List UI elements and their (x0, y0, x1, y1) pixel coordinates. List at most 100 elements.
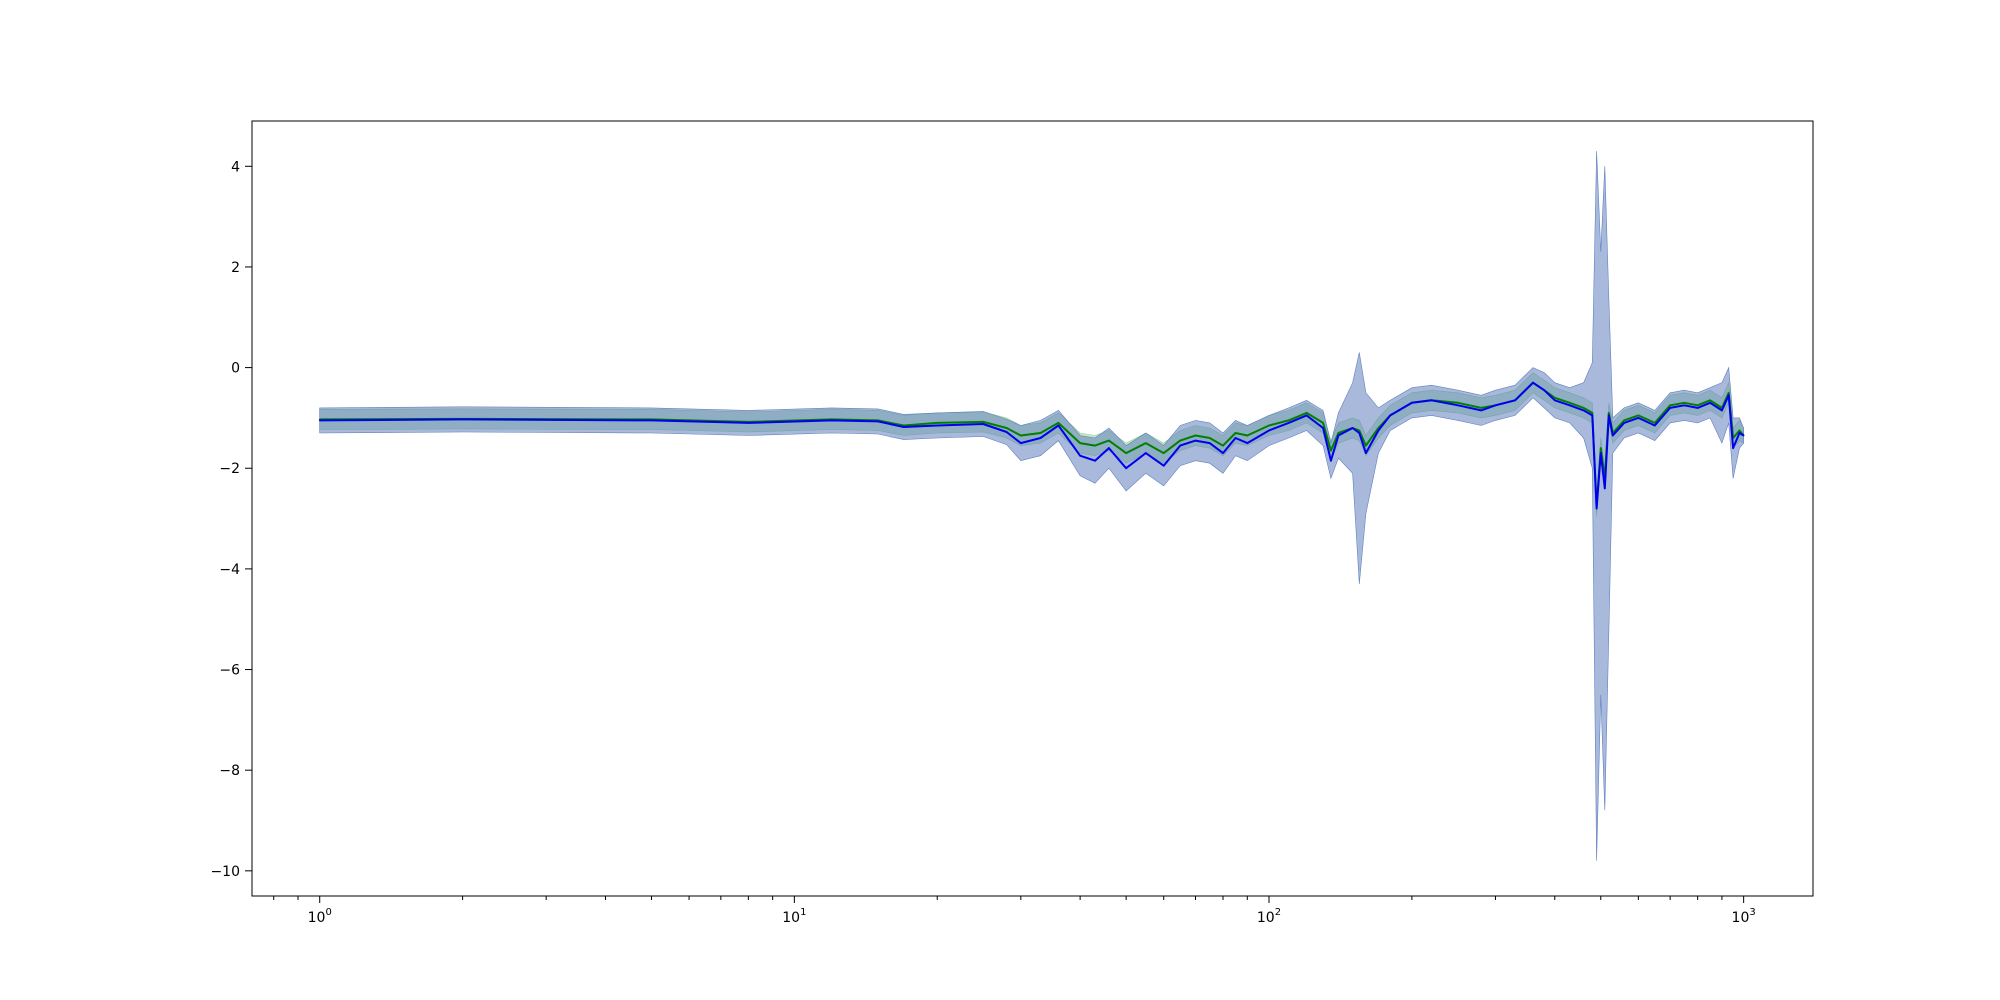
series-1-point (1208, 442, 1211, 444)
series-1-point (936, 424, 938, 427)
y-axis: 4 2 0 −2 −4 −6 −8 −10 (210, 159, 252, 880)
y-tick-label: 4 (231, 159, 240, 175)
series-0-point (1094, 444, 1096, 447)
series-1-point (1079, 454, 1081, 457)
series-1-point (1709, 402, 1711, 404)
series-0-point (1057, 422, 1060, 424)
series-0-point (1020, 434, 1022, 437)
series-0-point (1005, 427, 1008, 429)
series-0-point (1696, 404, 1699, 407)
series-1-point (1005, 431, 1008, 433)
series-0-point (1222, 444, 1224, 447)
series-1-point (1532, 381, 1534, 384)
series-0-point (1623, 419, 1625, 422)
series-1-point (1246, 442, 1249, 444)
series-0-point (1162, 452, 1165, 454)
series-1-point (1094, 459, 1096, 462)
series-lines (318, 381, 1745, 510)
series-1-point (1057, 424, 1060, 427)
series-0-point (1608, 412, 1610, 414)
y-tick-label: −6 (219, 663, 240, 679)
series-0-point (1108, 439, 1110, 442)
series-0-point (1669, 404, 1671, 407)
series-0-point (1365, 444, 1367, 447)
y-tick-label: −4 (219, 562, 240, 578)
series-0-point (1457, 402, 1459, 404)
series-1-point (1612, 434, 1614, 437)
series-1-point (902, 426, 905, 428)
series-1-point (1377, 429, 1380, 432)
series-0-point (1337, 432, 1340, 434)
y-tick-label: 2 (231, 260, 240, 276)
x-tick-label: 102 (1257, 907, 1281, 926)
series-0-point (1358, 429, 1361, 432)
series-1-point (1608, 414, 1610, 417)
series-1-point (1179, 444, 1181, 447)
series-1-point (461, 418, 464, 421)
series-1-point (1480, 409, 1482, 412)
series-0-point (1600, 447, 1602, 449)
series-0-point (1738, 429, 1741, 432)
series-0-point (1305, 412, 1308, 414)
series-1-point (1554, 399, 1556, 402)
series-1-point (1322, 427, 1324, 429)
series-1-point (1337, 434, 1340, 437)
confidence-bands (319, 151, 1744, 861)
series-1-point (1591, 414, 1594, 417)
series-0-point (1637, 414, 1640, 417)
series-1-point (1234, 437, 1237, 439)
series-1-point (982, 423, 984, 425)
series-1-point (1389, 414, 1391, 417)
series-0-point (1554, 397, 1556, 399)
series-1-point (1582, 409, 1585, 412)
series-1-point (1568, 404, 1571, 407)
series-1-point (650, 419, 653, 422)
series-0-point (1591, 412, 1594, 414)
series-0-point (1179, 439, 1181, 442)
series-1-point (1742, 434, 1745, 437)
series-0-point (1268, 424, 1270, 427)
series-1-point (318, 419, 321, 422)
series-1-point (1623, 422, 1625, 424)
series-1-point (1669, 407, 1671, 409)
series-0-point (1480, 407, 1482, 409)
series-1-point (1222, 452, 1224, 454)
series-1-point (1162, 464, 1165, 467)
series-1-point (1543, 389, 1545, 392)
series-0-point (1194, 434, 1197, 437)
series-0-point (1582, 407, 1585, 409)
series-0-point (982, 421, 984, 423)
y-tick-label: −10 (210, 864, 240, 880)
series-0-point (1330, 449, 1332, 452)
series-1-point (1732, 447, 1734, 449)
series-1-point (1514, 399, 1516, 402)
series-1-point (1125, 467, 1127, 470)
series-0-point (1322, 422, 1324, 424)
plot-frame (251, 120, 1814, 897)
series-1-point (1457, 404, 1459, 407)
series-1-point (1683, 404, 1686, 407)
series-1-point (1305, 414, 1308, 417)
series-1-point (1696, 407, 1699, 409)
series-1-point (1600, 452, 1602, 454)
series-1-point (1194, 439, 1197, 442)
series-1-point (1108, 447, 1110, 449)
y-tick-label: −2 (219, 461, 240, 477)
series-0-point (1208, 437, 1211, 439)
series-1-point (1595, 507, 1598, 510)
series-1-point (877, 420, 879, 423)
series-1-point (1430, 399, 1433, 402)
series-0-point (1145, 442, 1147, 444)
series-1-point (1727, 394, 1730, 397)
series-0-point (1234, 432, 1237, 434)
series-1-point (1145, 452, 1147, 454)
series-0-point (1709, 399, 1711, 402)
series-1-point (1287, 422, 1290, 424)
series-1-point (1020, 442, 1022, 444)
series-1-point (1365, 452, 1367, 454)
series-1-point (1268, 429, 1270, 432)
x-tick-label: 103 (1732, 907, 1756, 926)
x-tick-label: 100 (308, 907, 332, 926)
series-0-point (1654, 422, 1656, 424)
